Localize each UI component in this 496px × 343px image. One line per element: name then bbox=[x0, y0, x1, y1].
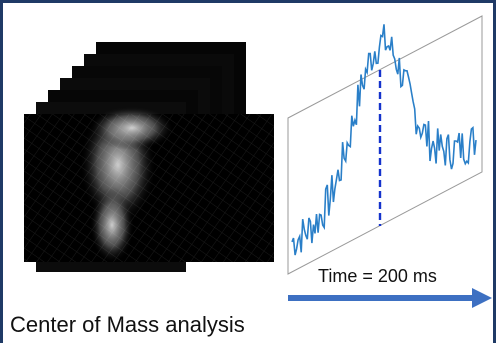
signal-trace bbox=[291, 24, 477, 256]
caption: Center of Mass analysis bbox=[10, 312, 245, 337]
time-arrow-icon bbox=[288, 288, 492, 308]
time-label: Time = 200 ms bbox=[318, 266, 437, 286]
front-image-frame bbox=[24, 105, 274, 263]
signal-plot bbox=[287, 15, 483, 275]
